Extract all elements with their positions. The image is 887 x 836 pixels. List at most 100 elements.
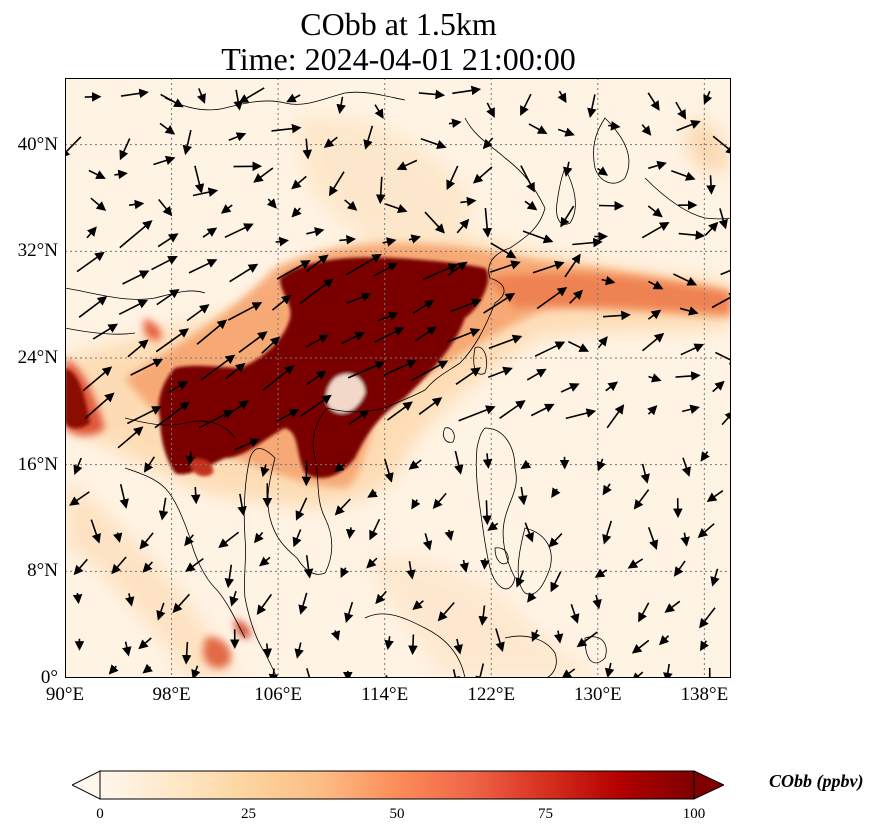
colorbar-tick-label: 75 [538,806,553,822]
wind-arrow [408,234,422,244]
wind-arrow [172,593,190,614]
wind-arrow [568,340,590,352]
wind-arrow [306,370,327,386]
wind-arrow [253,167,274,183]
wind-arrow [73,558,88,576]
wind-arrow [218,531,240,548]
wind-arrow [596,458,606,472]
wind-arrow [459,559,469,573]
wind-arrow [328,171,345,197]
map-frame [65,78,731,678]
colorbar-tick-label: 0 [96,806,104,822]
wind-arrow [641,222,670,239]
wind-arrow [700,451,710,462]
wind-arrow [256,593,273,615]
wind-arrow [346,292,372,304]
wind-arrow [557,127,575,137]
lat-tick-label: 40°N [17,133,58,155]
wind-arrow [706,175,716,195]
wind-arrow [330,630,341,641]
wind-arrow [158,497,169,521]
colorbar-extend-low [72,770,101,800]
wind-arrow [499,400,526,419]
wind-arrow [482,500,492,526]
wind-arrow [190,487,201,505]
wind-arrow [127,339,149,358]
colorbar-tick-label: 25 [241,806,256,822]
wind-arrow [374,104,384,119]
colorbar-label: CObb (ppbv) [769,771,864,791]
lat-tick-label: 24°N [17,347,58,368]
wind-arrow [229,590,239,607]
wind-arrow [323,136,338,148]
wind-arrow [487,521,499,531]
wind-arrow [603,310,631,321]
wind-arrow [119,220,153,249]
wind-arrow [681,457,691,477]
wind-arrow [306,227,325,237]
wind-arrow [648,160,667,171]
wind-arrow [444,529,454,541]
wind-arrow [697,523,715,538]
map-title-line1: CObb at 1.5km [300,6,497,42]
wind-arrow [130,358,164,376]
wind-arrow [450,669,460,678]
wind-arrow [122,641,132,657]
wind-arrow [300,394,332,417]
wind-arrow [268,668,279,678]
wind-arrow [73,457,83,476]
wind-arrow [72,592,83,605]
wind-arrow [237,493,247,517]
wind-arrow [527,592,537,603]
wind-arrow [363,125,374,150]
wind-arrow [108,664,119,675]
wind-arrow [196,319,228,345]
wind-arrow [129,199,145,210]
wind-arrow [458,405,496,422]
wind-arrow [671,170,696,181]
wind-arrow [69,491,90,506]
wind-arrow [266,198,277,209]
wind-arrow [720,269,731,276]
wind-arrow [446,165,459,191]
wind-arrow [156,288,180,306]
wind-arrow [82,366,113,392]
wind-arrow [597,166,609,176]
wind-arrow [92,323,119,340]
wind-arrow [238,87,265,104]
colorbar [72,770,724,800]
wind-arrow [374,327,405,343]
wind-arrow [598,201,625,211]
wind-arrow [198,409,234,429]
wind-arrow [202,227,218,238]
wind-arrow [551,487,561,498]
wind-arrow [676,120,701,132]
wind-arrow [647,527,659,550]
wind-arrow [261,336,281,354]
wind-arrow [706,490,724,502]
lon-tick-label: 122°E [467,684,516,705]
wind-arrow [295,497,308,521]
wind-arrow [276,409,300,423]
wind-arrow [336,96,346,115]
lon-tick-label: 106°E [254,684,302,705]
wind-arrow [159,122,176,135]
lat-tick-label: 8°N [27,560,58,582]
wind-arrow [450,298,482,313]
wind-arrow [111,556,127,575]
wind-arrow [341,332,365,345]
wind-arrow [224,564,235,589]
wind-arrow [292,529,302,548]
wind-arrow [699,640,710,652]
wind-arrow [673,273,698,286]
wind-arrow [602,520,613,545]
wind-arrow [565,408,597,420]
wind-arrow [65,136,82,159]
wind-arrow [569,289,583,304]
wind-arrow [447,261,468,276]
wind-arrow [456,218,470,234]
wind-arrow [90,197,107,212]
wind-arrow [531,629,541,642]
wind-arrow [126,406,162,425]
lon-tick-label: 98°E [152,684,191,705]
